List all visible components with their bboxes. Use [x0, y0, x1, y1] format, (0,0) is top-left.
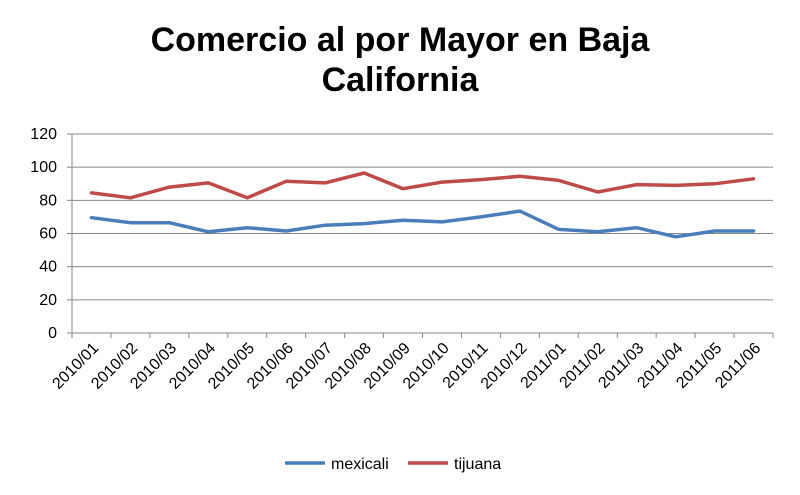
legend: mexicali tijuana: [285, 456, 501, 473]
y-axis-ticks: 0 20 40 60 80 100 120: [30, 126, 72, 342]
y-tick-label: 60: [39, 226, 57, 243]
legend-label-tijuana: tijuana: [454, 456, 501, 473]
y-tick-label: 80: [39, 192, 57, 209]
chart-title-line-1: Comercio al por Mayor en Baja: [150, 21, 650, 59]
series-line-mexicali: [89, 209, 756, 239]
y-tick-label: 0: [48, 325, 57, 342]
chart-title: Comercio al por Mayor en Baja California: [0, 20, 800, 100]
y-tick-label: 100: [30, 159, 57, 176]
legend-label-mexicali: mexicali: [331, 456, 389, 473]
chart-title-line-2: California: [321, 61, 479, 99]
y-tick-label: 120: [30, 126, 57, 143]
y-tick-label: 40: [39, 259, 57, 276]
series-line-tijuana: [89, 171, 756, 200]
y-tick-label: 20: [39, 292, 57, 309]
x-axis-ticks: 2010/012010/022010/032010/042010/052010/…: [49, 333, 774, 393]
series-lines: [89, 171, 756, 239]
